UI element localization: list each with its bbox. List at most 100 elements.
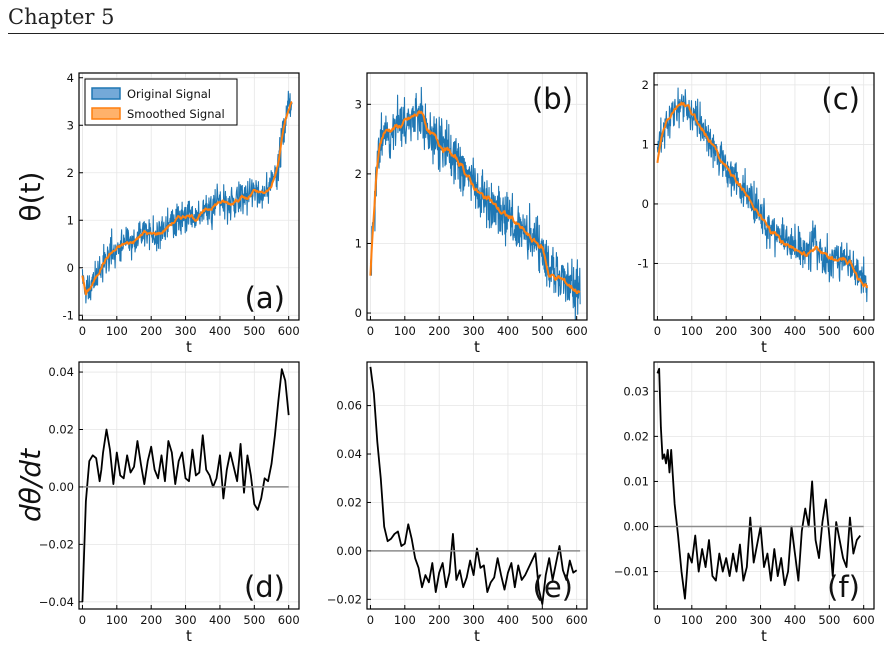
x-tick-label: 200 [428,613,450,627]
x-tick-label: 500 [818,324,840,338]
derivative-line [656,367,861,600]
x-tick-label: 500 [243,324,265,338]
original-signal-line [369,86,581,320]
smoothed-signal-line [369,110,581,295]
plot-area [81,90,293,304]
y-tick-label: 0.02 [336,495,362,509]
x-tick-label: 400 [209,324,231,338]
y-axis-label: dθ/dt [14,448,47,522]
y-tick-label: 0 [642,197,649,211]
legend-entry: Smoothed Signal [127,107,225,121]
y-tick-label: 3 [355,97,362,111]
x-tick-label: 100 [681,324,703,338]
x-axis-label: t [186,627,192,645]
x-tick-label: 0 [79,613,86,627]
x-tick-label: 200 [715,324,737,338]
x-tick-label: 600 [853,324,875,338]
x-tick-label: 200 [428,324,450,338]
x-tick-label: 100 [394,613,416,627]
chapter-title: Chapter 5 [8,5,115,29]
x-axis-label: t [761,338,767,356]
y-tick-label: 0 [67,261,74,275]
x-tick-label: 400 [784,324,806,338]
panel-label: (a) [245,281,285,315]
y-tick-label: 1 [642,137,649,151]
y-tick-label: 0.02 [623,429,649,443]
y-tick-label: 0.04 [48,365,74,379]
smoothed-signal-line [656,101,869,289]
x-axis-label: t [186,338,192,356]
panel-f: 0 100 200 300 400 500 600 −0.01 0.00 0.01 0.02 0.03… [614,361,875,645]
x-tick-label: 0 [367,613,374,627]
x-tick-label: 300 [175,324,197,338]
x-tick-label: 300 [750,324,772,338]
y-tick-label: 4 [67,71,74,85]
panel-c: 0 100 200 300 400 500 600 -1 0 1 2 t (c) [638,72,875,356]
axes-frame [653,72,875,321]
y-tick-label: 0.00 [623,520,649,534]
x-axis-label: t [761,627,767,645]
y-tick-label: -1 [638,256,649,270]
axes-frame [78,361,300,610]
y-axis-label: θ(t) [14,172,47,222]
x-axis-label: t [474,338,480,356]
x-tick-label: 400 [497,613,519,627]
smoothed-signal-line [81,100,293,296]
legend-entry: Original Signal [127,87,211,101]
x-tick-label: 300 [463,324,485,338]
x-tick-label: 500 [531,613,553,627]
y-tick-label: 0.04 [336,447,362,461]
legend-swatch [91,107,121,120]
axes-frame [653,361,875,610]
x-tick-label: 400 [209,613,231,627]
x-tick-label: 600 [566,613,588,627]
y-tick-label: −0.04 [39,595,74,609]
original-signal-line [656,87,868,303]
x-tick-label: 500 [531,324,553,338]
y-tick-label: 1 [355,236,362,250]
y-tick-label: 0.01 [623,474,649,488]
x-tick-label: 100 [681,613,703,627]
x-axis-label: t [474,627,480,645]
derivative-line [81,368,290,602]
plot-area [369,366,581,606]
panel-a: 0 100 200 300 400 500 600 -1 0 1 2 3 4 t θ(t) (a) Origin… [14,71,300,356]
x-tick-label: 400 [784,613,806,627]
y-tick-label: 0 [355,306,362,320]
y-tick-label: −0.02 [39,537,74,551]
y-tick-label: 0.06 [336,399,362,413]
y-tick-label: 2 [642,78,649,92]
x-tick-label: 400 [497,324,519,338]
y-tick-label: 1 [67,213,74,227]
x-tick-label: 0 [79,324,86,338]
panel-label: (b) [532,82,573,116]
x-tick-label: 200 [715,613,737,627]
y-tick-label: 2 [67,166,74,180]
x-tick-label: 300 [175,613,197,627]
y-tick-label: 0.00 [336,544,362,558]
plot-area [656,367,864,600]
x-tick-label: 0 [654,324,661,338]
x-tick-label: 100 [106,324,128,338]
panel-b: 0 100 200 300 400 500 600 0 1 2 3 t (b) [355,72,588,356]
x-tick-label: 300 [463,613,485,627]
y-tick-label: 0.00 [48,480,74,494]
panel-label: (e) [533,570,573,604]
x-tick-label: 500 [243,613,265,627]
panel-label: (d) [244,570,285,604]
page-header: Chapter 5 [8,3,884,34]
y-tick-label: -1 [63,308,74,322]
axes-frame [366,361,588,610]
x-tick-label: 0 [654,613,661,627]
x-tick-label: 0 [367,324,374,338]
y-tick-label: 0.02 [48,422,74,436]
y-tick-label: 0.03 [623,384,649,398]
y-tick-label: −0.01 [614,565,649,579]
legend-swatch [91,87,121,100]
derivative-line [369,366,578,606]
x-tick-label: 100 [394,324,416,338]
y-tick-label: 3 [67,118,74,132]
header-rule [8,33,884,34]
panel-label: (f) [827,570,860,604]
